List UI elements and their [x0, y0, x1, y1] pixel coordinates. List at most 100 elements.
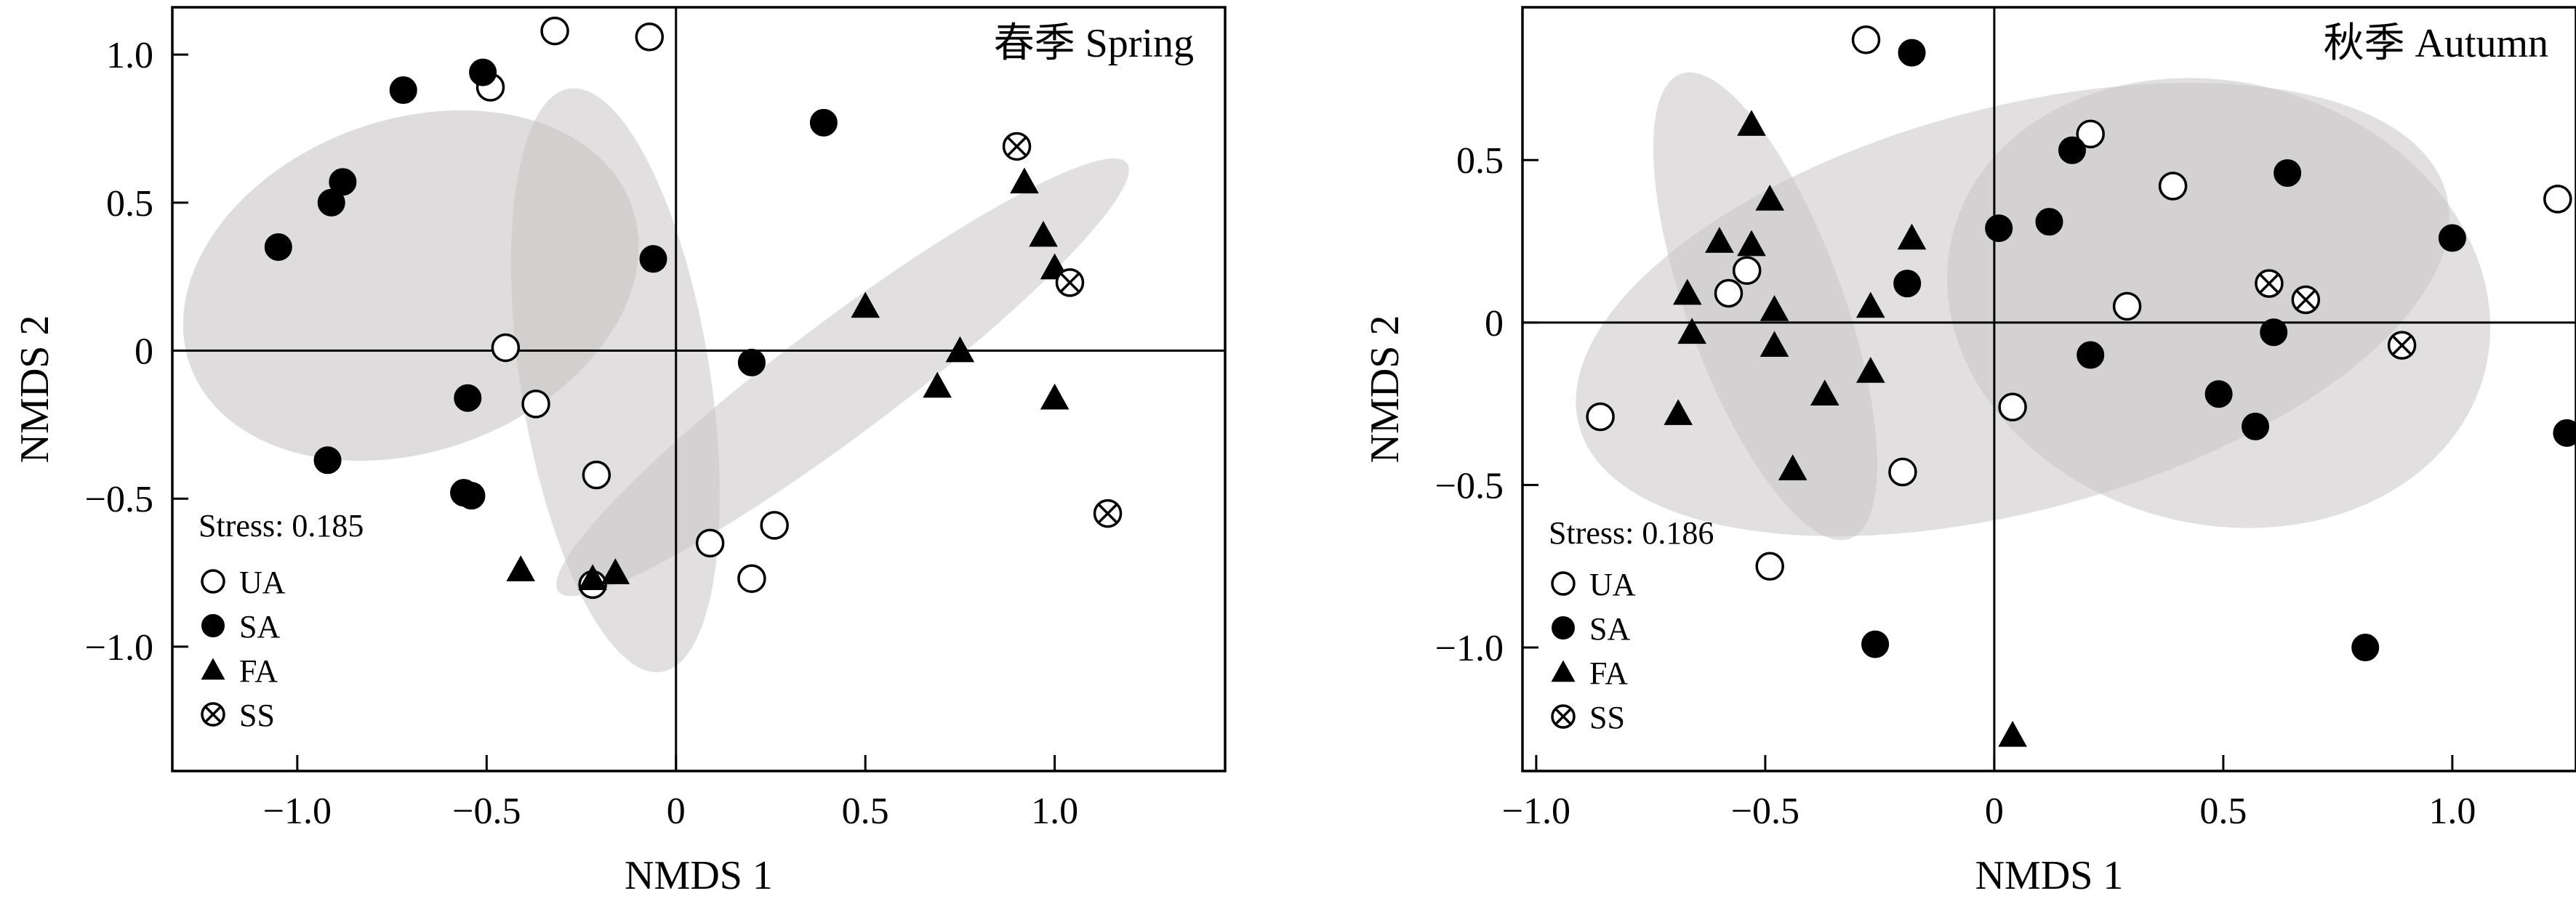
point-fa [1040, 383, 1070, 410]
point-sa [2077, 341, 2105, 369]
legend-label-fa: FA [239, 653, 278, 689]
point-sa [1985, 214, 2013, 243]
point-fa [1760, 295, 1789, 321]
point-sa [313, 446, 342, 475]
legend-marker-sa [201, 614, 225, 637]
point-sa [2260, 318, 2288, 347]
legend: UA SA FA SS [1551, 567, 1636, 735]
point-sa [2351, 634, 2380, 662]
confidence-ellipse-sa [1947, 78, 2491, 528]
point-sa [2058, 136, 2086, 164]
stress-value: Stress: 0.186 [1549, 515, 1714, 551]
panel-spring: −1.0 −0.5 0 0.5 1.0 −1.0 −0.5 0 0.5 1.0 NMDS 1 NMDS… [12, 6, 1227, 898]
x-tick-label: 0.5 [842, 791, 889, 832]
legend-label-ss: SS [239, 698, 275, 733]
point-ss [1055, 268, 1085, 297]
point-ua [1998, 392, 2027, 421]
point-ua [2076, 119, 2105, 149]
panel-title: 春季 Spring [994, 21, 1194, 66]
legend-label-fa: FA [1589, 655, 1628, 691]
point-sa [809, 108, 838, 137]
point-fa [1760, 331, 1789, 357]
point-sa [264, 233, 292, 261]
y-axis-title: NMDS 2 [1363, 315, 1408, 464]
point-sa [2242, 412, 2269, 440]
point-fa [1998, 721, 2027, 747]
point-ss [2291, 285, 2321, 315]
plot-frame [171, 6, 1227, 772]
confidence-ellipse-fa [1653, 72, 1877, 541]
y-tick-label: 1.0 [106, 35, 153, 76]
legend-label-sa: SA [239, 609, 280, 645]
legend-marker-ss [201, 702, 225, 727]
x-tick-label: 0.5 [2199, 791, 2247, 832]
point-ua [635, 22, 665, 52]
legend-marker-ua [201, 569, 225, 594]
point-fa [1778, 454, 1807, 480]
y-tick-label: 0.5 [1456, 140, 1504, 182]
point-sa [2553, 419, 2576, 447]
point-ua [1586, 402, 1615, 432]
point-sa [1861, 630, 1890, 658]
x-axis-title: NMDS 1 [625, 853, 773, 898]
x-tick-label: −0.5 [1731, 791, 1799, 832]
x-tick-label: 1.0 [1031, 791, 1078, 832]
point-sa [737, 348, 766, 376]
stress-value: Stress: 0.185 [198, 508, 364, 544]
point-ua [760, 511, 789, 540]
point-ua [737, 564, 766, 593]
point-sa [2438, 224, 2466, 252]
x-tick-label: 1.0 [2428, 791, 2476, 832]
point-ua [1755, 552, 1784, 581]
panel-autumn: −1.0 −0.5 0 0.5 1.0 −1.0 −0.5 0 0.5 NMDS 1 NMDS 2 秋… [1363, 6, 2576, 898]
point-fa [1856, 291, 1885, 318]
point-ua [1851, 25, 1881, 55]
x-axis-title: NMDS 1 [1975, 853, 2124, 898]
point-ua [2158, 171, 2188, 201]
point-fa [1029, 220, 1058, 247]
point-sa [389, 76, 417, 105]
point-fa [1897, 223, 1927, 250]
y-tick-label: 0.5 [106, 183, 153, 225]
point-sa [457, 482, 486, 510]
point-sa [2274, 159, 2302, 187]
point-sa [454, 384, 482, 412]
x-tick-label: 0 [667, 791, 686, 832]
point-ua [695, 528, 725, 558]
point-fa [1737, 110, 1766, 136]
point-fa [1677, 318, 1706, 344]
legend-marker-sa [1552, 616, 1575, 639]
y-tick-label: −1.0 [85, 627, 153, 669]
point-fa [1673, 278, 1702, 305]
y-tick-label: −0.5 [85, 479, 153, 520]
y-tick-label: 0 [1485, 303, 1504, 344]
x-tick-label: −1.0 [263, 791, 332, 832]
point-fa [851, 291, 880, 318]
point-fa [923, 371, 952, 398]
point-sa [2035, 208, 2063, 236]
y-tick-label: −0.5 [1435, 465, 1504, 507]
confidence-ellipse-fa [556, 158, 1129, 597]
point-fa [1856, 357, 1885, 383]
point-fa [601, 558, 630, 584]
point-ua [582, 460, 611, 490]
point-fa [1705, 227, 1734, 253]
point-fa [1010, 167, 1039, 194]
point-fa [1810, 379, 1839, 406]
x-tick-label: −0.5 [452, 791, 521, 832]
point-ss [1002, 132, 1032, 161]
point-fa [506, 555, 535, 581]
point-ua [491, 333, 521, 363]
legend: UA SA FA SS [201, 565, 286, 733]
point-fa [1755, 185, 1784, 211]
legend-label-ua: UA [239, 565, 286, 600]
point-sa [317, 188, 345, 217]
point-fa [578, 564, 607, 591]
legend-marker-ua [1551, 571, 1576, 596]
x-tick-label: 0 [1985, 791, 2004, 832]
y-tick-label: 0 [135, 331, 153, 373]
point-fa [1664, 399, 1693, 425]
point-ss [2255, 269, 2284, 298]
legend-label-ss: SS [1589, 700, 1625, 735]
point-ua [2112, 291, 2142, 321]
